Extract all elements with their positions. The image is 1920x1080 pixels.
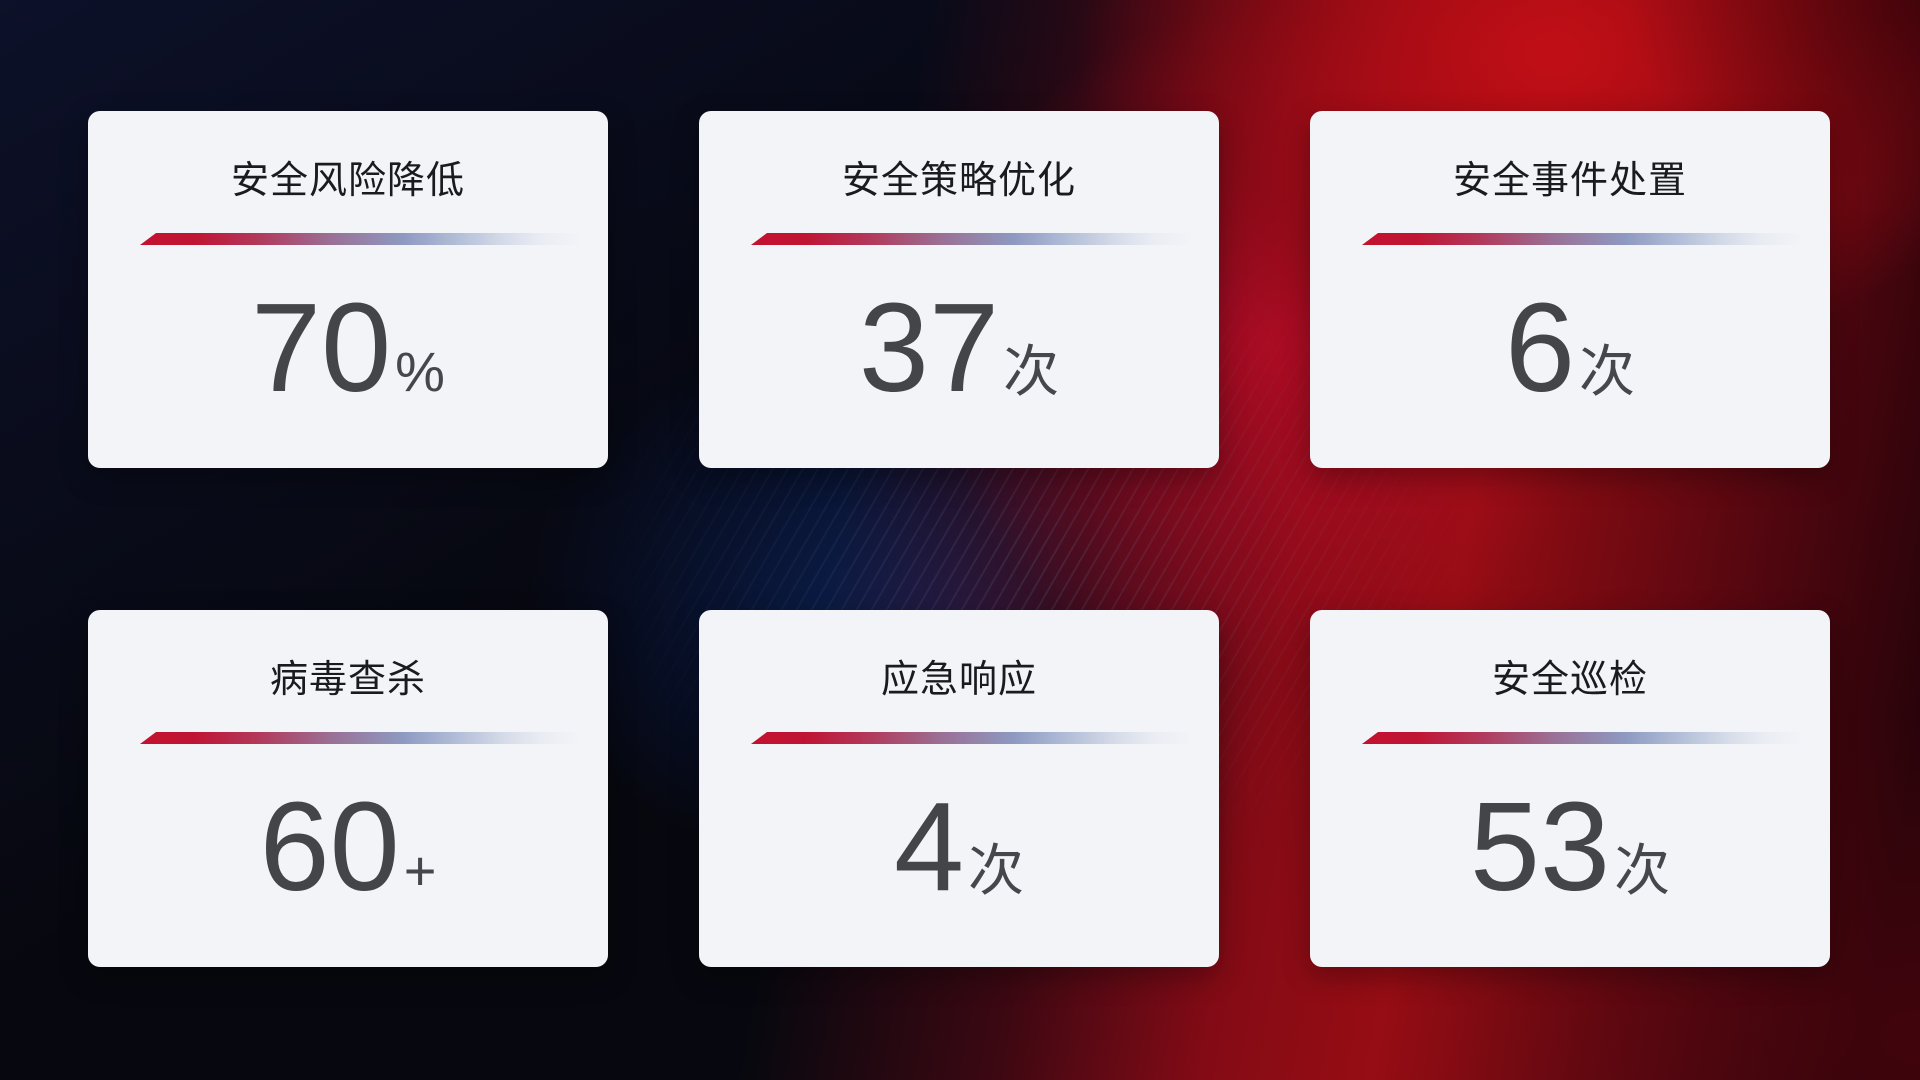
kpi-unit: 次 — [1579, 340, 1636, 403]
card-title: 安全风险降低 — [230, 160, 465, 202]
kpi-card-security-incident-handling: 安全事件处置 6 次 — [1310, 111, 1830, 468]
gradient-divider — [1362, 233, 1817, 245]
kpi-value-row: 6 次 — [1310, 277, 1830, 418]
kpi-value: 6 — [1504, 277, 1576, 418]
card-title: 病毒查杀 — [269, 659, 426, 701]
kpi-card-virus-scan: 病毒查杀 60 + — [88, 610, 608, 967]
card-title: 应急响应 — [880, 659, 1037, 701]
kpi-value-row: 60 + — [88, 776, 608, 917]
kpi-value-row: 53 次 — [1310, 776, 1830, 917]
kpi-card-security-policy-optimization: 安全策略优化 37 次 — [699, 111, 1219, 468]
kpi-unit: 次 — [1614, 839, 1671, 902]
kpi-value: 37 — [858, 277, 1000, 418]
card-title: 安全巡检 — [1491, 659, 1648, 701]
kpi-unit: % — [395, 340, 445, 403]
kpi-value: 4 — [893, 776, 965, 917]
kpi-value: 70 — [251, 277, 392, 418]
kpi-value-row: 70 % — [88, 277, 608, 418]
gradient-divider — [751, 233, 1206, 245]
kpi-unit: 次 — [1003, 340, 1060, 403]
kpi-card-security-risk-reduction: 安全风险降低 70 % — [88, 111, 608, 468]
gradient-divider — [140, 233, 595, 245]
kpi-unit: + — [403, 839, 437, 902]
card-title: 安全策略优化 — [841, 160, 1076, 202]
kpi-card-grid: 安全风险降低 70 % 安全策略优化 37 次 安全事件处置 6 次 病毒查 — [88, 111, 1830, 967]
kpi-value-row: 37 次 — [699, 277, 1219, 418]
kpi-unit: 次 — [968, 839, 1025, 902]
kpi-card-emergency-response: 应急响应 4 次 — [699, 610, 1219, 967]
kpi-card-security-inspection: 安全巡检 53 次 — [1310, 610, 1830, 967]
kpi-value: 53 — [1469, 776, 1611, 917]
kpi-value: 60 — [259, 776, 400, 917]
gradient-divider — [751, 732, 1206, 744]
kpi-value-row: 4 次 — [699, 776, 1219, 917]
gradient-divider — [1362, 732, 1817, 744]
gradient-divider — [140, 732, 595, 744]
card-title: 安全事件处置 — [1452, 160, 1687, 202]
